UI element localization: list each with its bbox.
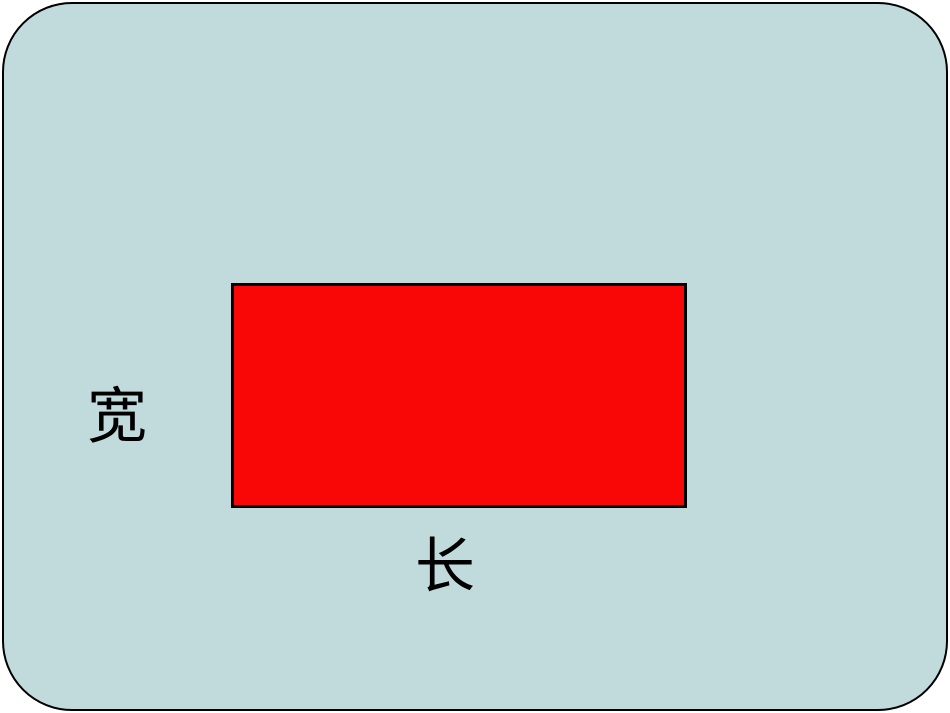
rectangle-shape [231,283,687,508]
length-label: 长 [415,518,475,605]
width-label: 宽 [87,368,147,455]
